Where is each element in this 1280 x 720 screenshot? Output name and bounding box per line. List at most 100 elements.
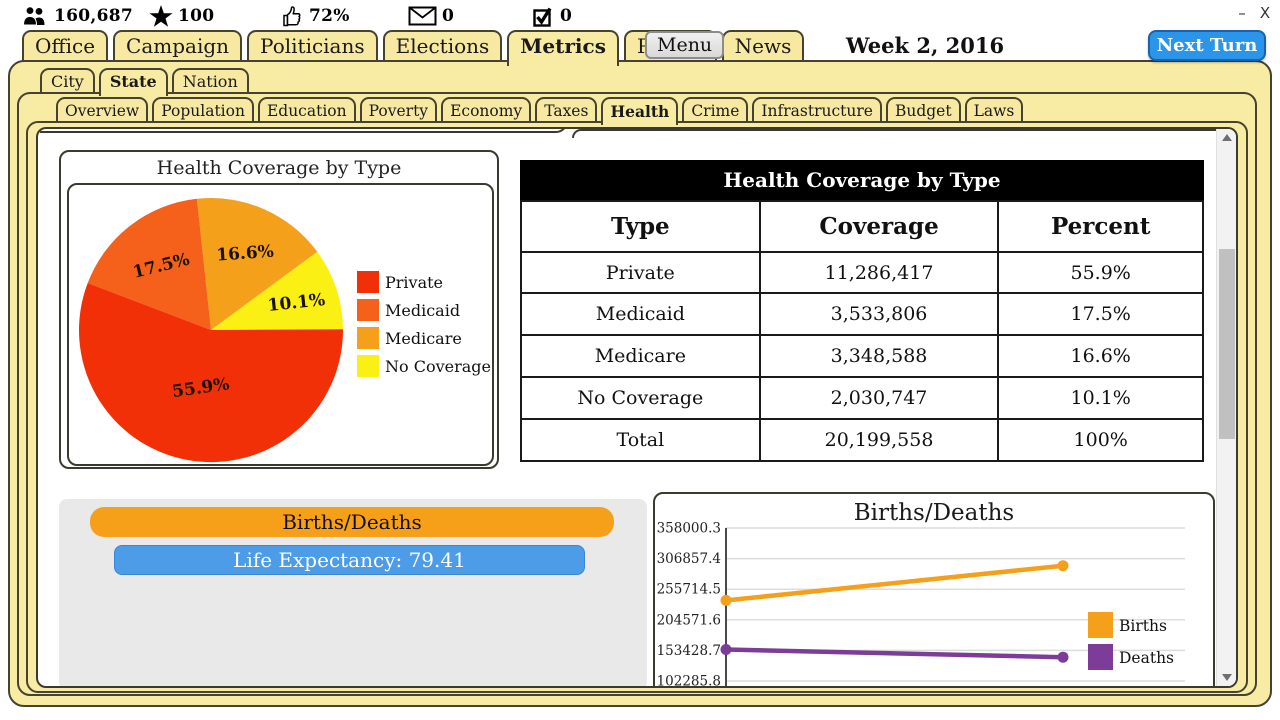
content-panel: Health Coverage by Type 55.9%17.5%16.6%1… [36, 127, 1238, 688]
cell-coverage: 2,030,747 [760, 377, 999, 419]
health-coverage-table: Health Coverage by Type Type Coverage Pe… [520, 160, 1204, 462]
cell-coverage: 3,533,806 [760, 293, 999, 335]
metric-tab-bar: Overview Population Education Poverty Ec… [56, 97, 1023, 125]
col-percent: Percent [998, 201, 1203, 252]
tab-crime[interactable]: Crime [682, 97, 748, 123]
tab-economy[interactable]: Economy [441, 97, 531, 123]
vertical-scrollbar[interactable] [1216, 129, 1236, 686]
scroll-up-arrow[interactable] [1217, 129, 1237, 145]
births-deaths-header-button[interactable]: Births/Deaths [90, 507, 614, 537]
tab-city[interactable]: City [40, 68, 95, 94]
deaths-point [721, 644, 732, 655]
tab-laws[interactable]: Laws [965, 97, 1024, 123]
close-button[interactable]: X [1255, 4, 1275, 22]
cell-type: Total [521, 419, 760, 461]
table-total-row: Total 20,199,558 100% [521, 419, 1203, 461]
tab-metrics[interactable]: Metrics [507, 30, 619, 66]
pie-legend-swatch [357, 327, 379, 349]
tab-nation[interactable]: Nation [172, 68, 249, 94]
y-axis-tick-label: 306857.4 [657, 551, 721, 567]
cell-type: Medicare [521, 335, 760, 377]
tab-elections[interactable]: Elections [383, 30, 503, 62]
pie-chart-title: Health Coverage by Type [61, 152, 497, 179]
line-legend-swatch [1088, 644, 1113, 670]
tab-infrastructure[interactable]: Infrastructure [752, 97, 882, 123]
line-legend-swatch [1088, 612, 1113, 638]
cell-percent: 16.6% [998, 335, 1203, 377]
approval-stat: 72% [281, 3, 350, 29]
table-row: Medicare 3,348,588 16.6% [521, 335, 1203, 377]
table-row: Medicaid 3,533,806 17.5% [521, 293, 1203, 335]
pie-legend-swatch [357, 299, 379, 321]
col-type: Type [521, 201, 760, 252]
tab-campaign[interactable]: Campaign [113, 30, 242, 62]
cell-percent: 55.9% [998, 252, 1203, 294]
cell-coverage: 11,286,417 [760, 252, 999, 294]
health-coverage-pie-chart: 55.9%17.5%16.6%10.1%PrivateMedicaidMedic… [69, 185, 492, 464]
cell-type: Medicaid [521, 293, 760, 335]
births-deaths-line-chart: 358000.3306857.4255714.5204571.6153428.7… [655, 494, 1213, 688]
tab-news[interactable]: News [722, 30, 805, 62]
pie-legend-swatch [357, 271, 379, 293]
mail-value: 0 [442, 6, 454, 26]
tab-office[interactable]: Office [22, 30, 108, 62]
y-axis-tick-label: 102285.8 [657, 674, 721, 689]
tab-education[interactable]: Education [258, 97, 356, 123]
population-icon [22, 6, 49, 26]
tasks-stat: 0 [533, 3, 572, 29]
approval-icon [281, 5, 304, 27]
level-tab-bar: City State Nation [40, 68, 249, 96]
menu-button[interactable]: Menu [645, 31, 724, 59]
tasks-icon [533, 6, 555, 27]
scrolled-panel-remnant [572, 129, 1227, 138]
births-deaths-panel: Births/Deaths Life Expectancy: 79.41 [59, 499, 647, 688]
scroll-down-arrow[interactable] [1217, 670, 1237, 686]
minimize-button[interactable]: – [1232, 4, 1252, 22]
y-axis-tick-label: 153428.7 [657, 643, 721, 659]
cell-coverage: 20,199,558 [760, 419, 999, 461]
table-title: Health Coverage by Type [520, 160, 1204, 200]
y-axis-tick-label: 255714.5 [657, 582, 721, 598]
cell-percent: 10.1% [998, 377, 1203, 419]
population-stat: 160,687 [22, 3, 133, 29]
pie-legend-swatch [357, 355, 379, 377]
deaths-point [1058, 652, 1069, 663]
cell-type: Private [521, 252, 760, 294]
table-row: No Coverage 2,030,747 10.1% [521, 377, 1203, 419]
tab-taxes[interactable]: Taxes [535, 97, 597, 123]
pie-legend-label: No Coverage [385, 357, 491, 376]
table-header-row: Type Coverage Percent [521, 201, 1203, 252]
tasks-value: 0 [560, 6, 572, 26]
health-coverage-pie-panel: Health Coverage by Type 55.9%17.5%16.6%1… [59, 150, 499, 469]
star-stat: 100 [149, 3, 214, 29]
game-date: Week 2, 2016 [845, 33, 1005, 58]
tab-politicians[interactable]: Politicians [247, 30, 378, 62]
next-turn-button[interactable]: Next Turn [1148, 30, 1266, 61]
births-line [726, 566, 1063, 601]
tab-overview[interactable]: Overview [56, 97, 148, 123]
births-point [721, 595, 732, 606]
col-coverage: Coverage [760, 201, 999, 252]
pie-legend-label: Medicare [385, 329, 462, 348]
tab-poverty[interactable]: Poverty [360, 97, 437, 123]
approval-value: 72% [309, 6, 350, 26]
line-legend-label: Births [1119, 617, 1167, 635]
pie-legend-label: Medicaid [385, 301, 460, 320]
tab-population[interactable]: Population [152, 97, 254, 123]
cell-coverage: 3,348,588 [760, 335, 999, 377]
star-icon [149, 5, 173, 27]
tab-state[interactable]: State [99, 68, 168, 96]
tab-health[interactable]: Health [601, 97, 678, 125]
births-deaths-chart-panel: Births/Deaths 358000.3306857.4255714.520… [653, 492, 1215, 688]
pie-chart-area: 55.9%17.5%16.6%10.1%PrivateMedicaidMedic… [67, 183, 494, 466]
y-axis-tick-label: 358000.3 [657, 521, 721, 537]
cell-percent: 17.5% [998, 293, 1203, 335]
table-row: Private 11,286,417 55.9% [521, 252, 1203, 294]
cell-percent: 100% [998, 419, 1203, 461]
pie-slice-label: 16.6% [216, 242, 275, 266]
scrollbar-thumb[interactable] [1219, 249, 1235, 439]
tab-budget[interactable]: Budget [886, 97, 961, 123]
cell-type: No Coverage [521, 377, 760, 419]
mail-icon [408, 6, 437, 26]
births-point [1058, 560, 1069, 571]
